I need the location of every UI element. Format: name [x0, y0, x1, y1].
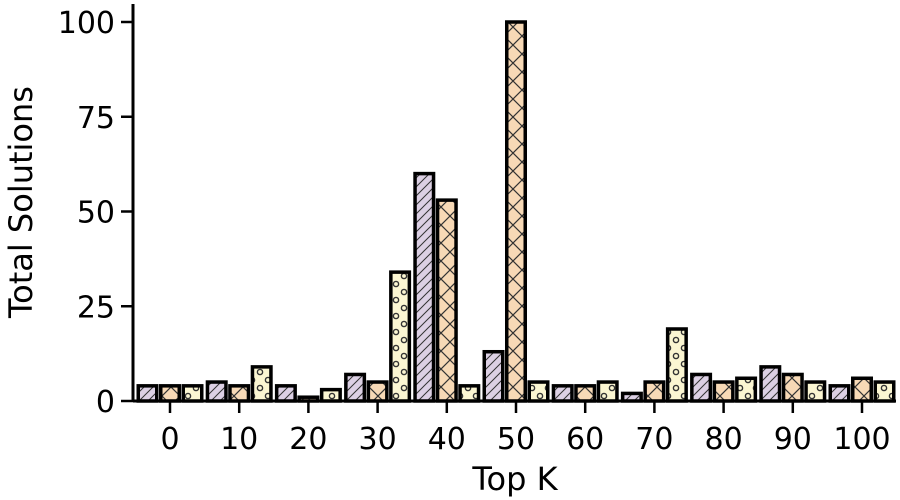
bar-hatch-series-1-topk-20	[274, 384, 297, 403]
bar-hatch-series-3-topk-40	[458, 384, 481, 403]
bar-hatch-series-1-topk-90	[759, 365, 782, 403]
x-tick-label-80: 80	[705, 422, 743, 457]
y-tick-label-0: 0	[96, 385, 115, 420]
bar-hatch-series-3-topk-80	[735, 376, 758, 403]
axes-layer	[131, 4, 896, 403]
bar-hatch-series-3-topk-70	[665, 327, 688, 403]
x-tick-label-30: 30	[359, 422, 397, 457]
x-tick-label-40: 40	[428, 422, 466, 457]
bar-hatch-series-3-topk-10	[250, 365, 273, 403]
y-ticks: 0 25 50 75 100	[58, 6, 133, 420]
bar-hatch-series-1-topk-10	[205, 380, 228, 403]
bar-hatch-series-2-topk-80	[712, 380, 735, 403]
x-tick-label-90: 90	[774, 422, 812, 457]
x-tick-label-50: 50	[497, 422, 535, 457]
bar-hatch-series-1-topk-50	[482, 349, 505, 403]
x-tick-label-100: 100	[833, 422, 890, 457]
bar-hatch-series-3-topk-90	[804, 380, 827, 403]
bar-hatch-series-1-topk-60	[551, 384, 574, 403]
x-ticks: 0 10 20 30 40 50 60 70 80 90 100	[160, 401, 891, 457]
bar-hatch-series-1-topk-80	[690, 372, 713, 403]
x-tick-label-70: 70	[635, 422, 673, 457]
bar-hatch-series-3-topk-20	[319, 387, 342, 403]
bar-hatch-series-1-topk-0	[136, 384, 159, 403]
bar-hatch-series-3-topk-0	[181, 384, 204, 403]
bar-hatch-series-3-topk-60	[596, 380, 619, 403]
bar-hatch-series-1-topk-40	[413, 171, 436, 403]
bar-hatch-series-2-topk-40	[435, 198, 458, 403]
x-tick-label-0: 0	[160, 422, 179, 457]
x-tick-label-10: 10	[220, 422, 258, 457]
x-axis-title: Top K	[471, 460, 558, 498]
bar-hatch-series-2-topk-70	[643, 380, 666, 403]
bar-hatch-series-3-topk-50	[527, 380, 550, 403]
y-tick-label-100: 100	[58, 6, 115, 41]
bar-hatch-series-2-topk-60	[574, 384, 597, 403]
bar-hatch-series-2-topk-100	[851, 376, 873, 403]
bar-hatch-series-1-topk-100	[828, 384, 851, 403]
y-tick-label-75: 75	[77, 101, 115, 136]
bar-hatch-series-2-topk-0	[159, 384, 181, 403]
bar-hatch-series-3-topk-100	[873, 380, 896, 403]
y-tick-label-50: 50	[77, 196, 115, 231]
bar-hatch-series-1-topk-30	[344, 372, 367, 403]
y-tick-label-25: 25	[77, 290, 115, 325]
bar-hatch-series-2-topk-50	[505, 20, 527, 403]
bar-hatch-series-2-topk-30	[366, 380, 389, 403]
bar-hatch-series-3-topk-30	[389, 270, 412, 403]
x-tick-label-60: 60	[566, 422, 604, 457]
bar-hatch-series-2-topk-90	[781, 372, 804, 403]
y-axis-title: Total Solutions	[2, 86, 40, 319]
x-tick-label-20: 20	[289, 422, 327, 457]
bars-layer	[136, 20, 896, 403]
bar-hatch-series-2-topk-10	[228, 384, 251, 403]
